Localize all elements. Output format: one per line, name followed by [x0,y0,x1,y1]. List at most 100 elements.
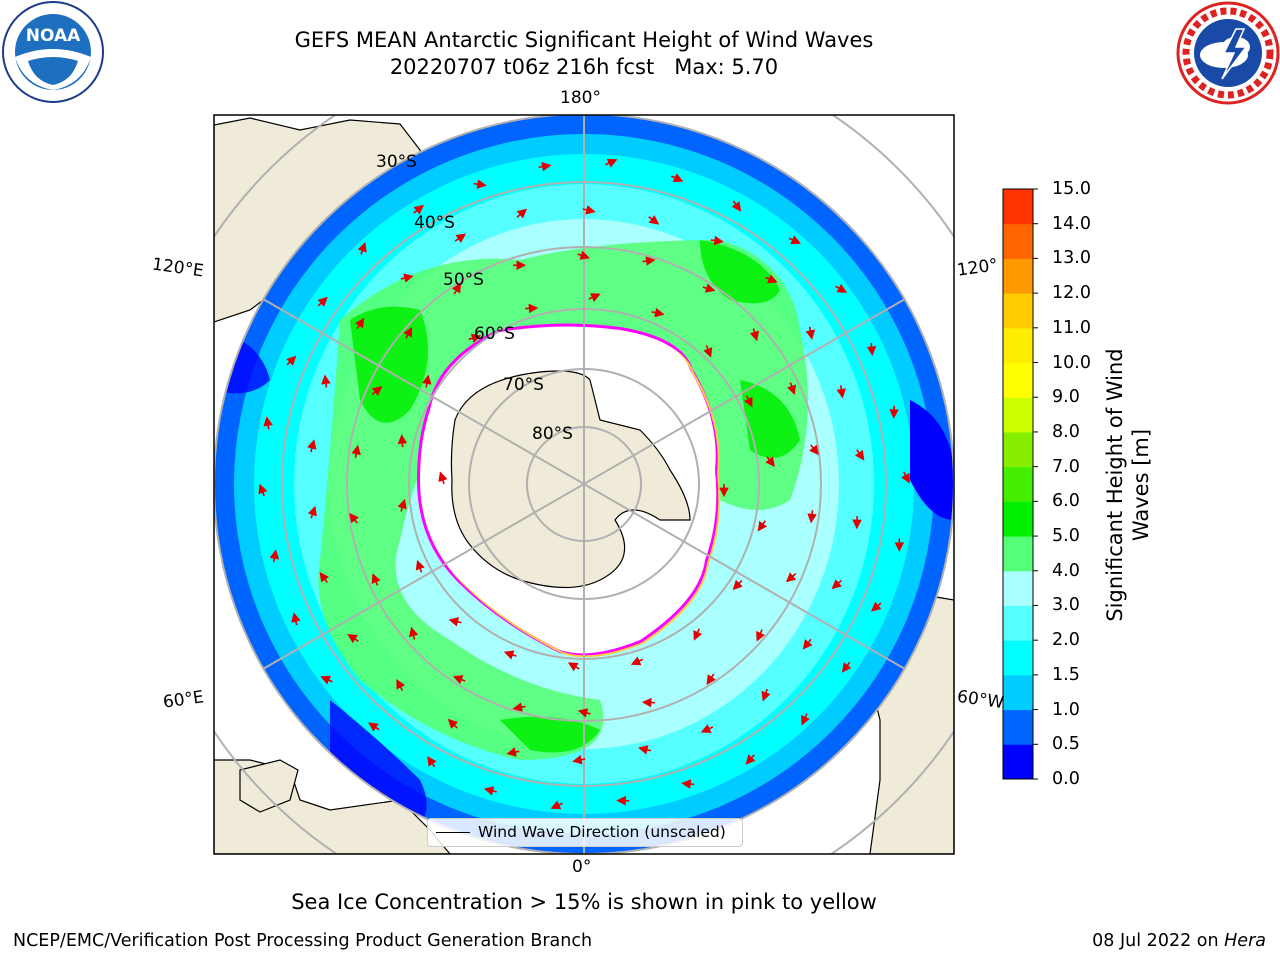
colorbar-tick-label: 4.0 [1052,560,1080,581]
latitude-label-50s: 50°S [443,270,484,290]
colorbar-swatch [1003,640,1033,676]
wind-arrow [801,713,810,726]
wind-arrow [403,326,413,339]
wind-arrow [567,662,580,672]
sea-ice-caption: Sea Ice Concentration > 15% is shown in … [291,890,877,914]
wind-arrow [468,333,482,343]
wind-arrow [448,617,462,627]
wind-arrow [397,434,408,448]
colorbar-tick-label: 13.0 [1052,248,1091,269]
wind-arrow [582,205,596,215]
wind-arrow [638,745,652,755]
latitude-label-60s: 60°S [474,324,515,344]
wind-wave-arrows [258,158,910,810]
colorbar-tick-label: 0.5 [1052,734,1080,755]
wind-arrow [702,283,716,293]
latitude-label-40s: 40°S [414,213,455,233]
wind-arrow [765,274,778,284]
colorbar-tick-label: 1.5 [1052,664,1080,685]
wind-arrow [765,456,775,468]
wind-arrow [454,233,467,243]
wind-arrow [681,779,695,789]
wind-arrow [854,449,865,461]
colorbar [1002,188,1038,780]
wind-arrow [572,754,586,765]
colorbar-swatch [1003,362,1033,398]
colorbar-swatch [1003,293,1033,329]
colorbar-tick-label: 11.0 [1052,317,1091,338]
colorbar-swatch [1003,397,1033,433]
wind-arrow [371,386,383,396]
map-frame [213,114,955,855]
wind-arrow [347,633,359,644]
latitude-label-30s: 30°S [376,152,417,172]
wind-arrow [700,724,714,733]
wind-arrow [693,628,703,641]
colorbar-swatch [1003,501,1033,537]
colorbar-title: Significant Height of Wind Waves [m] [1103,348,1153,622]
wind-arrow [732,579,743,591]
wind-arrow [835,283,848,293]
colorbar-tick-label: 2.0 [1052,630,1080,651]
colorbar-swatch [1003,709,1033,745]
wind-arrow [749,328,760,342]
wind-arrow [870,601,882,612]
wind-arrow [706,673,716,685]
wind-arrow [427,755,437,768]
wind-arrow [588,293,601,302]
wind-arrow [648,215,660,225]
wind-arrow [787,382,797,396]
footer-date: 08 Jul 2022 on Hera [1092,931,1266,951]
footer-date-text: 08 Jul 2022 on [1092,931,1225,951]
wind-arrow [397,498,407,512]
colorbar-tick-label: 10.0 [1052,352,1091,373]
noaa-logo-icon: NOAA [2,1,104,103]
wind-arrow [319,571,330,584]
wind-arrow [743,395,753,408]
colorbar-tick-label: 9.0 [1052,387,1080,408]
colorbar-swatch [1003,189,1033,225]
colorbar-swatch [1003,431,1033,468]
wind-arrow [745,754,756,765]
chart-subtitle: 20220707 t06z 216h fcst Max: 5.70 [389,55,779,79]
wind-arrow [368,722,380,732]
wind-arrow [317,296,328,307]
wind-arrow [355,317,365,330]
wind-arrow [577,708,591,718]
wind-arrow [805,326,816,340]
wind-arrow [447,718,459,729]
wind-arrow [451,282,462,295]
wind-arrow [641,697,656,708]
colorbar-swatch [1003,258,1033,294]
wind-arrow [286,355,297,366]
wind-arrow [831,579,843,590]
colorbar-swatch [1003,674,1033,711]
wind-arrow [503,650,517,660]
wind-arrow [710,235,724,246]
wind-arrow [577,250,590,260]
wind-arrow [761,688,771,702]
wind-arrow [349,512,359,524]
wind-arrow [757,520,768,532]
wind-arrow [400,273,414,283]
wind-arrow [506,747,520,757]
wind-arrow [291,612,301,626]
latitude-label-80s: 80°S [532,424,573,444]
legend-label: Wind Wave Direction (unscaled) [478,823,726,841]
colorbar-tick-label: 6.0 [1052,491,1080,512]
colorbar-tick-label: 15.0 [1052,179,1091,199]
colorbar-tick-label: 14.0 [1052,213,1091,234]
legend: Wind Wave Direction (unscaled) [427,818,743,847]
wind-arrow [836,385,847,399]
colorbar-tick-label: 0.0 [1052,769,1080,789]
meridian-label-bottom: 0° [572,857,592,877]
meridian-label-top: 180° [560,88,601,108]
latitude-label-70s: 70°S [503,375,544,395]
wind-arrow [670,173,684,183]
colorbar-tick-label: 12.0 [1052,283,1091,304]
colorbar-swatch [1003,744,1033,780]
national-weather-service-logo-icon [1176,1,1280,105]
wind-arrow [802,638,813,650]
wind-arrow [866,342,877,357]
wind-arrow [473,179,487,189]
